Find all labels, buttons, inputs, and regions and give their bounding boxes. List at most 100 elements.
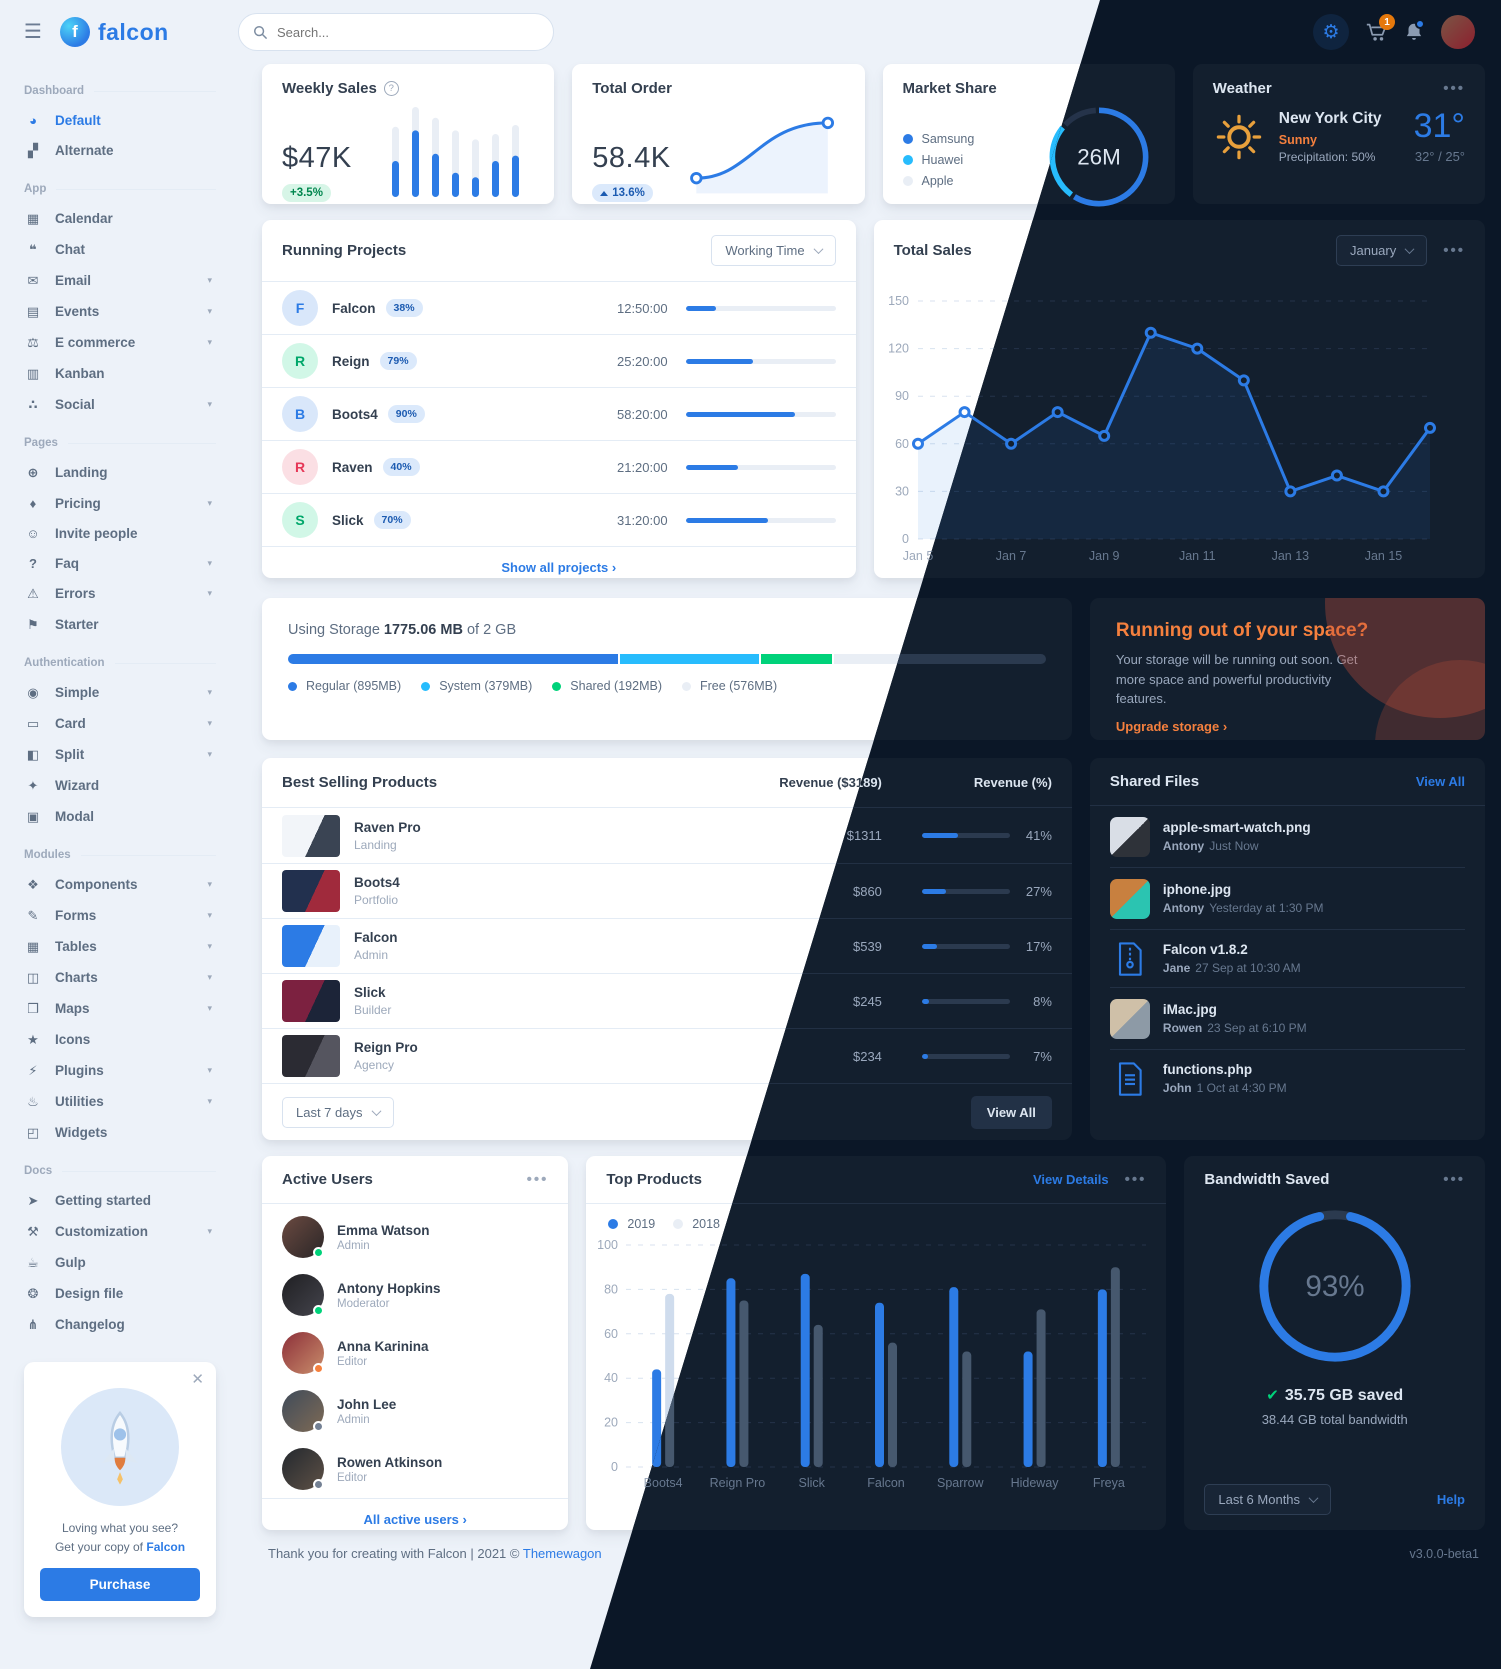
month-select[interactable]: January [1335, 235, 1428, 266]
falcon-logo[interactable]: f falcon [59, 17, 169, 47]
file-name[interactable]: apple-smart-watch.png [1162, 820, 1311, 835]
sidebar-item-getting-started[interactable]: ➤Getting started [24, 1185, 216, 1216]
user-name[interactable]: Anna Karinina [337, 1338, 429, 1354]
user-avatar[interactable] [1441, 15, 1475, 49]
view-details-link[interactable]: View Details [1032, 1172, 1109, 1187]
user-name[interactable]: Emma Watson [337, 1222, 430, 1238]
user-name[interactable]: Antony Hopkins [337, 1280, 441, 1296]
close-icon[interactable]: ✕ [191, 1371, 204, 1388]
sidebar-item-modal[interactable]: ▣Modal [24, 801, 216, 832]
sidebar-item-landing[interactable]: ⊕Landing [24, 457, 216, 488]
search-input[interactable] [275, 23, 539, 41]
user-name[interactable]: Rowen Atkinson [337, 1454, 443, 1470]
sidebar-item-calendar[interactable]: ▦Calendar [24, 203, 216, 234]
working-time-select[interactable]: Working Time [711, 235, 836, 266]
sidebar-item-errors[interactable]: ⚠Errors▾ [24, 578, 216, 609]
gear-icon[interactable]: ⚙ [1313, 14, 1349, 50]
upgrade-storage-link[interactable]: Upgrade storage › [1115, 718, 1228, 734]
sidebar-item-kanban[interactable]: ▥Kanban [24, 358, 216, 389]
search-box[interactable] [238, 13, 554, 51]
product-name[interactable]: Falcon [354, 930, 398, 945]
all-active-users-link[interactable]: All active users › [262, 1498, 569, 1540]
promo-falcon-link[interactable]: Falcon [146, 1539, 186, 1554]
sidebar-item-changelog[interactable]: ⋔Changelog [24, 1309, 216, 1340]
cart-icon[interactable]: 1 [1365, 14, 1395, 43]
product-name[interactable]: Raven Pro [354, 819, 421, 835]
sidebar-item-charts[interactable]: ◫Charts▾ [24, 962, 216, 993]
sidebar-item-customization[interactable]: ⚒Customization▾ [24, 1216, 216, 1247]
product-name[interactable]: Reign Pro [354, 1040, 418, 1055]
sidebar-item-wizard[interactable]: ✦Wizard [24, 770, 216, 801]
sidebar-item-utilities[interactable]: ♨Utilities▾ [24, 1086, 216, 1117]
sidebar-item-design-file[interactable]: ❂Design file [24, 1278, 216, 1309]
file-name[interactable]: functions.php [1162, 1062, 1253, 1077]
menu-icon[interactable]: ☰ [24, 21, 42, 43]
sidebar-item-plugins[interactable]: ⚡Plugins▾ [24, 1055, 216, 1086]
kebab-menu-icon[interactable]: ••• [1443, 80, 1465, 97]
help-icon[interactable]: ? [383, 81, 399, 96]
view-all-button[interactable]: View All [970, 1096, 1052, 1129]
sidebar-item-pricing[interactable]: ♦Pricing▾ [24, 488, 216, 518]
sidebar-item-tables[interactable]: ▦Tables▾ [24, 931, 216, 962]
sidebar-item-icons[interactable]: ★Icons [24, 1024, 216, 1055]
sidebar-item-alternate[interactable]: ▞Alternate [24, 135, 216, 166]
sidebar-item-email[interactable]: ✉Email▾ [24, 265, 216, 296]
sidebar-item-chat[interactable]: ❝Chat [24, 234, 216, 265]
user-name[interactable]: John Lee [337, 1396, 397, 1412]
files-view-all-link[interactable]: View All [1415, 774, 1465, 789]
total-sales-title: Total Sales [893, 242, 972, 259]
best-selling-title: Best Selling Products [282, 774, 438, 791]
product-name[interactable]: Slick [354, 985, 386, 1000]
sidebar-item-invite-people[interactable]: ☺Invite people [24, 518, 216, 548]
last-7-days-select[interactable]: Last 7 days [282, 1097, 394, 1128]
show-all-projects-link[interactable]: Show all projects › [262, 546, 856, 588]
sidebar-item-faq[interactable]: ?Faq▾ [24, 548, 216, 578]
bell-icon[interactable] [1403, 19, 1425, 43]
help-link[interactable]: Help [1436, 1492, 1465, 1507]
kebab-menu-icon[interactable]: ••• [1443, 1171, 1465, 1188]
product-name[interactable]: Boots4 [354, 875, 400, 890]
sidebar-item-widgets[interactable]: ◰Widgets [24, 1117, 216, 1148]
kebab-menu-icon[interactable]: ••• [1443, 242, 1465, 259]
sidebar-item-e-commerce[interactable]: ⚖E commerce▾ [24, 327, 216, 358]
file-name[interactable]: iMac.jpg [1162, 1002, 1217, 1017]
kebab-menu-icon[interactable]: ••• [526, 1171, 549, 1188]
sidebar-item-gulp[interactable]: ☕Gulp [24, 1247, 216, 1278]
themewagon-link[interactable]: Themewagon [522, 1546, 602, 1561]
kebab-menu-icon[interactable]: ••• [1124, 1171, 1147, 1188]
sidebar-item-default[interactable]: ◕Default [24, 105, 216, 135]
sidebar-item-card[interactable]: ▭Card▾ [24, 708, 216, 739]
last-6-months-select[interactable]: Last 6 Months [1204, 1484, 1332, 1515]
file-name[interactable]: iphone.jpg [1162, 882, 1232, 897]
purchase-button[interactable]: Purchase [40, 1568, 200, 1602]
sidebar-item-maps[interactable]: ❒Maps▾ [24, 993, 216, 1024]
sidebar-item-forms[interactable]: ✎Forms▾ [24, 900, 216, 931]
sidebar-item-starter[interactable]: ⚑Starter [24, 609, 216, 640]
sidebar-item-social[interactable]: ∴Social▾ [24, 389, 216, 420]
sidebar-item-events[interactable]: ▤Events▾ [24, 296, 216, 327]
file-name[interactable]: Falcon v1.8.2 [1162, 942, 1248, 957]
sidebar-item-simple[interactable]: ◉Simple▾ [24, 677, 216, 708]
sidebar-item-components[interactable]: ❖Components▾ [24, 869, 216, 900]
sidebar-item-split[interactable]: ◧Split▾ [24, 739, 216, 770]
